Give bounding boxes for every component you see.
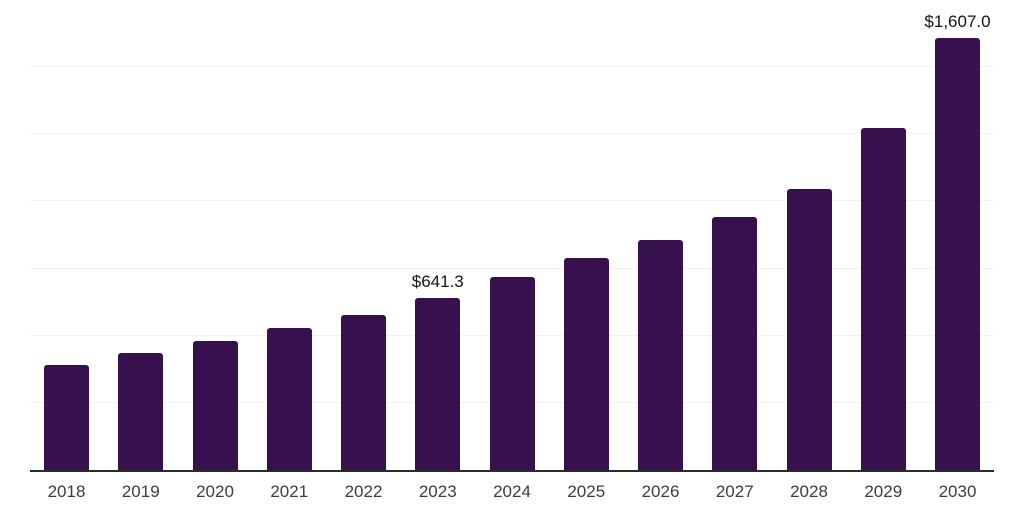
bar-2024 xyxy=(489,276,535,470)
bar-column-2027 xyxy=(712,0,758,470)
bar-2026 xyxy=(638,240,683,470)
bar-2025 xyxy=(563,257,609,470)
x-tick-label-2019: 2019 xyxy=(121,482,160,501)
bar-2019 xyxy=(118,352,164,470)
bar-column-2021 xyxy=(266,0,312,470)
bar-2022 xyxy=(341,314,386,470)
x-tick-label-2023: 2023 xyxy=(418,482,457,501)
bar-value-label-2023: $641.3 xyxy=(411,271,464,291)
bar-value-label-2030: $1,607.0 xyxy=(924,12,991,32)
bar-2021 xyxy=(266,328,312,470)
x-tick-label-2024: 2024 xyxy=(493,482,531,501)
bar-2030 xyxy=(935,38,980,470)
bar-column-2030: $1,607.0 xyxy=(924,0,991,470)
bar-column-2023: $641.3 xyxy=(412,0,464,470)
bar-2023 xyxy=(415,297,461,470)
bar-2028 xyxy=(786,189,832,470)
bar-column-2018 xyxy=(44,0,89,470)
bar-column-2025 xyxy=(563,0,609,470)
bar-2027 xyxy=(712,217,758,470)
bar-column-2029 xyxy=(860,0,906,470)
gridline xyxy=(30,200,994,202)
x-axis-labels: 2018 2019 2020 2021 2022 2023 2024 2025 2026 2027… xyxy=(44,482,980,502)
bar-column-2019 xyxy=(118,0,164,470)
plot-area: $641.3 $1,607.0 xyxy=(30,0,994,472)
bar-2018 xyxy=(44,365,89,470)
gridline xyxy=(30,267,994,269)
x-tick-label-2020: 2020 xyxy=(196,482,234,501)
x-tick-label-2027: 2027 xyxy=(715,482,754,501)
x-tick-label-2026: 2026 xyxy=(641,482,680,501)
bar-column-2020 xyxy=(192,0,238,470)
bar-2029 xyxy=(860,128,906,470)
bar-column-2028 xyxy=(786,0,832,470)
x-axis-line xyxy=(30,470,994,472)
x-tick-label-2021: 2021 xyxy=(270,482,309,501)
x-tick-label-2025: 2025 xyxy=(567,482,606,501)
bar-column-2022 xyxy=(341,0,386,470)
x-tick-label-2028: 2028 xyxy=(790,482,828,501)
x-tick-label-2030: 2030 xyxy=(938,482,977,501)
gridline xyxy=(30,66,994,68)
gridline xyxy=(30,133,994,135)
bar-column-2026 xyxy=(638,0,683,470)
x-tick-label-2029: 2029 xyxy=(864,482,903,501)
bar-2020 xyxy=(192,341,238,470)
bar-columns: $641.3 $1,607.0 xyxy=(44,0,991,470)
x-tick-label-2018: 2018 xyxy=(47,482,86,501)
bar-column-2024 xyxy=(489,0,535,470)
x-tick-label-2022: 2022 xyxy=(344,482,383,501)
